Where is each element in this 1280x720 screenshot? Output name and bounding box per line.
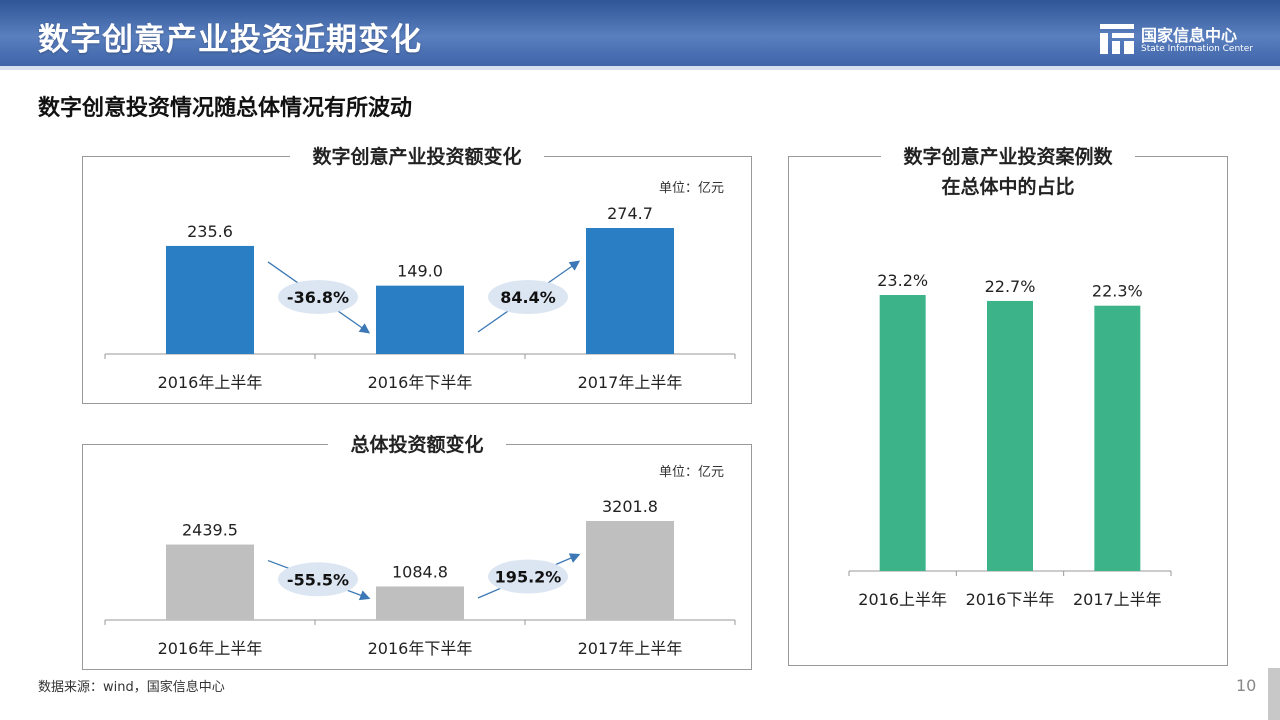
change-bubble	[488, 559, 568, 594]
header-banner: 数字创意产业投资近期变化 国家信息中心 State Information Ce…	[0, 0, 1280, 70]
section-subtitle: 数字创意投资情况随总体情况有所波动	[38, 96, 413, 121]
chart-title-line-2: 在总体中的占比	[941, 176, 1075, 198]
change-label: -36.8%	[287, 288, 349, 307]
chart-title: 总体投资额变化	[83, 431, 751, 459]
change-bubble	[278, 279, 358, 314]
unit-label: 单位：亿元	[659, 181, 725, 196]
chart-digital-investment: 235.6 2016年上半年 149.0 2016年下半年 274.7 2017年上半年 -…	[104, 204, 736, 392]
data-label: 3201.8	[602, 497, 658, 516]
state-information-center-logo: 国家信息中心 State Information Center	[1100, 22, 1260, 56]
logo-chinese-text: 国家信息中心	[1141, 26, 1238, 45]
data-label: 235.6	[187, 222, 233, 241]
x-tick-label: 2016年上半年	[158, 373, 263, 392]
change-bubble	[488, 280, 568, 314]
data-source-note: 数据来源：wind，国家信息中心	[38, 680, 225, 695]
data-label: 274.7	[607, 204, 653, 223]
panel-overall-investment: 总体投资额变化 单位：亿元 2439.5 2016年上半年 1084.8 2016年下…	[82, 434, 752, 670]
x-tick-label: 2016上半年	[858, 590, 947, 609]
x-tick-label: 2017年上半年	[578, 373, 683, 392]
chart-case-share: 23.2% 2016上半年 22.7% 2016下半年 22.3% 2017上半年	[848, 271, 1172, 609]
x-tick-label: 2016年上半年	[158, 639, 263, 658]
page-title: 数字创意产业投资近期变化	[38, 22, 422, 58]
bar	[166, 245, 254, 354]
bar	[879, 295, 926, 571]
x-tick-label: 2016年下半年	[368, 639, 473, 658]
x-tick-label: 2017上半年	[1073, 590, 1162, 609]
change-label: 84.4%	[500, 288, 556, 307]
chart-overall-investment: 2439.5 2016年上半年 1084.8 2016年下半年 3201.8 2017年上…	[104, 497, 736, 658]
change-bubble	[278, 562, 358, 597]
bar	[376, 586, 464, 620]
bar	[1094, 305, 1141, 571]
bar	[586, 228, 674, 354]
data-label: 22.3%	[1092, 282, 1143, 301]
logo-mark-icon	[1100, 24, 1134, 54]
page-number: 10	[1236, 676, 1257, 695]
logo-english-text: State Information Center	[1141, 44, 1253, 54]
panel-case-share: 数字创意产业投资案例数 在总体中的占比 23.2% 2016上半年 22.7% 201…	[788, 146, 1228, 666]
x-tick-label: 2016下半年	[966, 590, 1055, 609]
bar	[586, 521, 674, 620]
data-label: 149.0	[397, 262, 443, 281]
data-label: 1084.8	[392, 562, 448, 581]
data-label: 22.7%	[985, 277, 1036, 296]
chart-title: 数字创意产业投资额变化	[83, 143, 751, 171]
change-label: 195.2%	[495, 568, 562, 587]
x-tick-label: 2017年上半年	[578, 639, 683, 658]
unit-label: 单位：亿元	[659, 465, 725, 480]
change-label: -55.5%	[287, 570, 349, 589]
chart-title-line-1: 数字创意产业投资案例数	[789, 143, 1227, 171]
data-label: 23.2%	[877, 271, 928, 290]
bar	[376, 285, 464, 354]
bar	[166, 544, 254, 620]
panel-digital-investment: 数字创意产业投资额变化 单位：亿元 235.6 2016年上半年 149.0 2016…	[82, 146, 752, 404]
x-tick-label: 2016年下半年	[368, 373, 473, 392]
data-label: 2439.5	[182, 521, 238, 540]
corner-decoration	[1268, 668, 1280, 720]
bar	[987, 300, 1033, 571]
